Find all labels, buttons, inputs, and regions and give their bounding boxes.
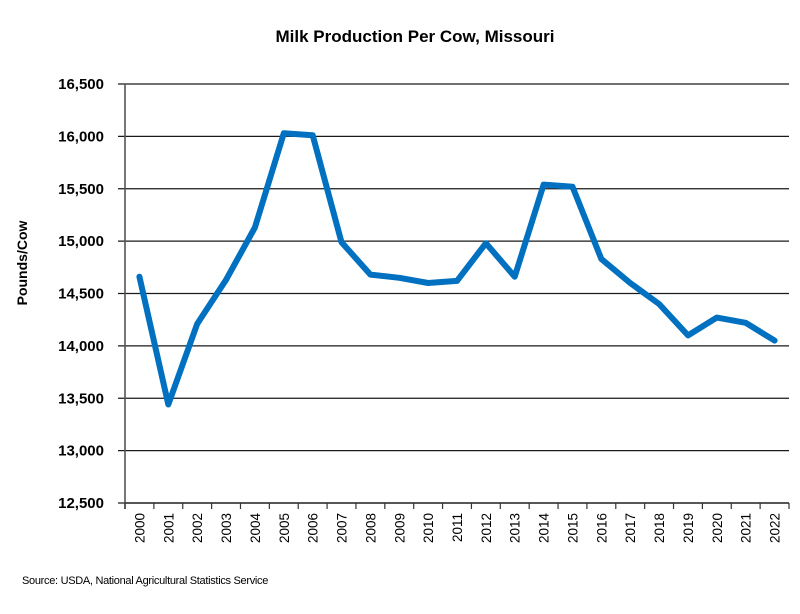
x-tick-label: 2000 (132, 513, 147, 543)
y-axis-label: Pounds/Cow (14, 221, 30, 306)
x-tick-label: 2002 (190, 513, 205, 543)
x-tick-label: 2009 (392, 513, 407, 543)
x-tick-label: 2017 (623, 513, 638, 543)
x-tick-label: 2015 (565, 513, 580, 543)
x-tick-label: 2001 (161, 513, 176, 543)
x-tick-label: 2004 (248, 513, 263, 544)
chart-title: Milk Production Per Cow, Missouri (276, 27, 555, 46)
series-line (136, 130, 778, 408)
y-tick-label: 13,000 (58, 443, 104, 460)
x-tick-label: 2021 (739, 513, 754, 543)
x-tick-label: 2013 (508, 513, 523, 543)
y-tick-label: 13,500 (58, 390, 104, 407)
y-tick-label: 16,500 (58, 76, 104, 93)
source-note: Source: USDA, National Agricultural Stat… (22, 575, 269, 587)
y-tick-label: 14,500 (58, 286, 104, 303)
x-tick-label: 2019 (681, 513, 696, 543)
x-tick-label: 2016 (594, 513, 609, 543)
x-tick-label: 2010 (421, 513, 436, 543)
x-axis: 2000 2001 2002 2003 2004 2005 2006 2007 2008 2009… (124, 84, 790, 544)
x-tick-label: 2022 (768, 513, 783, 543)
x-tick-label: 2012 (479, 513, 494, 543)
y-tick-label: 16,000 (58, 128, 104, 145)
x-tick-label: 2007 (335, 513, 350, 543)
y-tick-label: 14,000 (58, 338, 104, 355)
y-tick-label: 12,500 (58, 495, 104, 512)
x-tick-label: 2018 (652, 513, 667, 543)
x-tick-label: 2011 (450, 513, 465, 542)
series-layer (136, 130, 778, 408)
y-tick-label: 15,000 (58, 233, 104, 250)
x-tick-label: 2008 (363, 513, 378, 543)
x-tick-label: 2006 (306, 513, 321, 543)
x-tick-label: 2003 (219, 513, 234, 543)
gridlines (118, 83, 789, 504)
y-tick-label: 15,500 (58, 181, 104, 198)
x-tick-label: 2020 (710, 513, 725, 543)
x-tick-label: 2005 (277, 513, 292, 543)
x-tick-label: 2014 (537, 513, 552, 544)
y-axis-ticks: 12,500 13,000 13,500 14,000 14,500 15,000 15,5… (58, 76, 104, 512)
